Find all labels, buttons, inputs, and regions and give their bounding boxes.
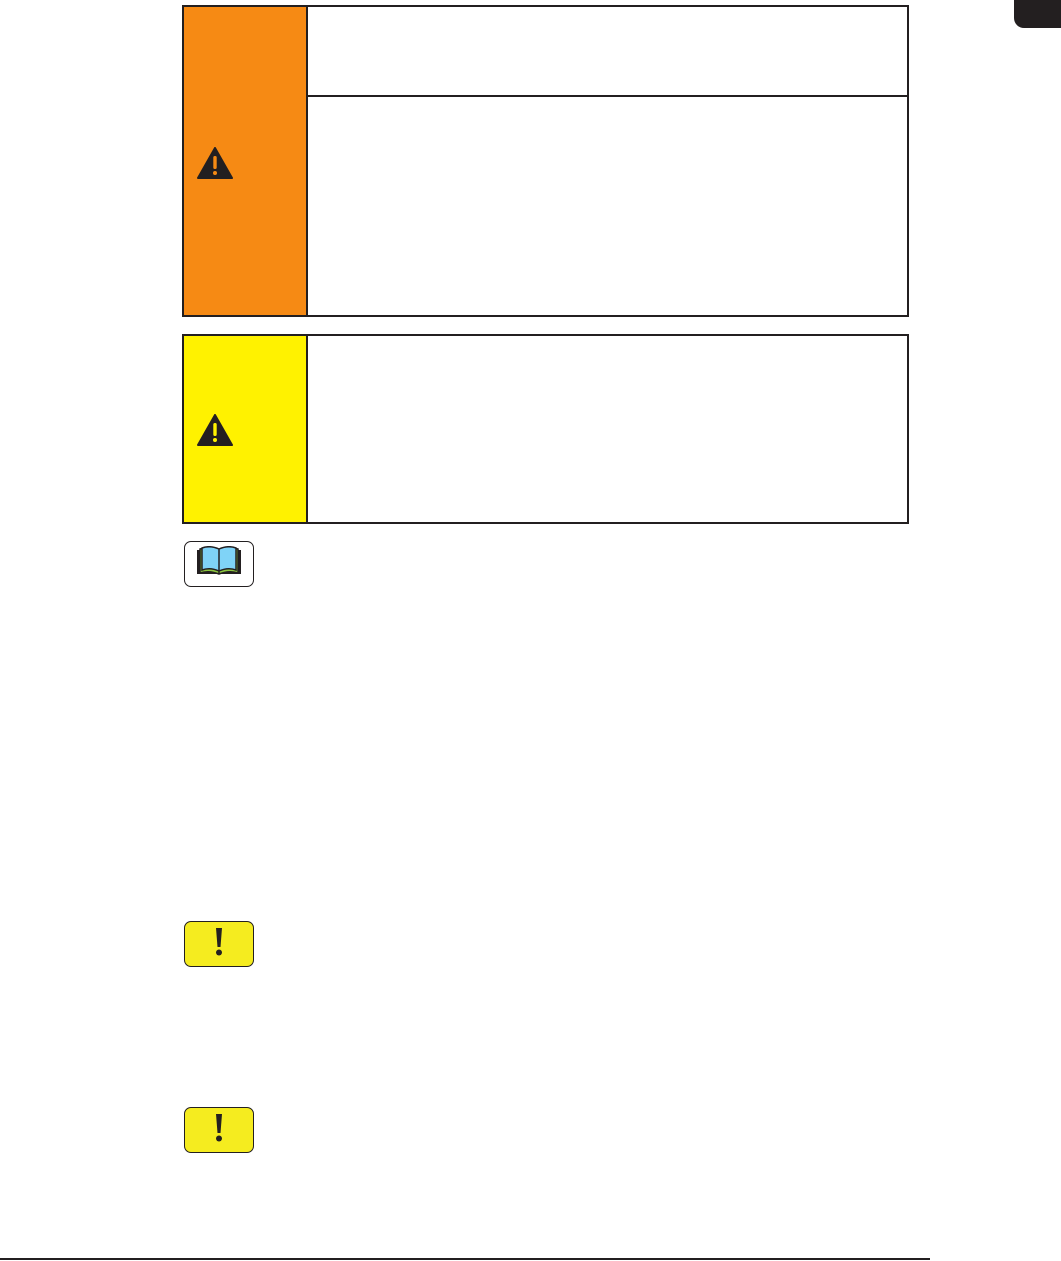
caution-box [182,334,909,524]
open-book-icon [197,546,241,575]
chapter-tab [1014,0,1061,28]
note-exclamation-box-2 [184,1107,254,1153]
note-exclamation-box-1 [184,921,254,967]
exclamation-icon [216,1114,222,1142]
warning-band [184,7,308,315]
exclamation-icon [216,928,222,956]
manual-reference-icon-box [184,541,254,587]
warning-divider [308,95,907,97]
warning-triangle-icon [197,414,233,446]
warning-triangle-icon [197,147,233,179]
warning-box [182,5,909,317]
caution-band [184,336,308,522]
footer-rule [0,1258,930,1260]
